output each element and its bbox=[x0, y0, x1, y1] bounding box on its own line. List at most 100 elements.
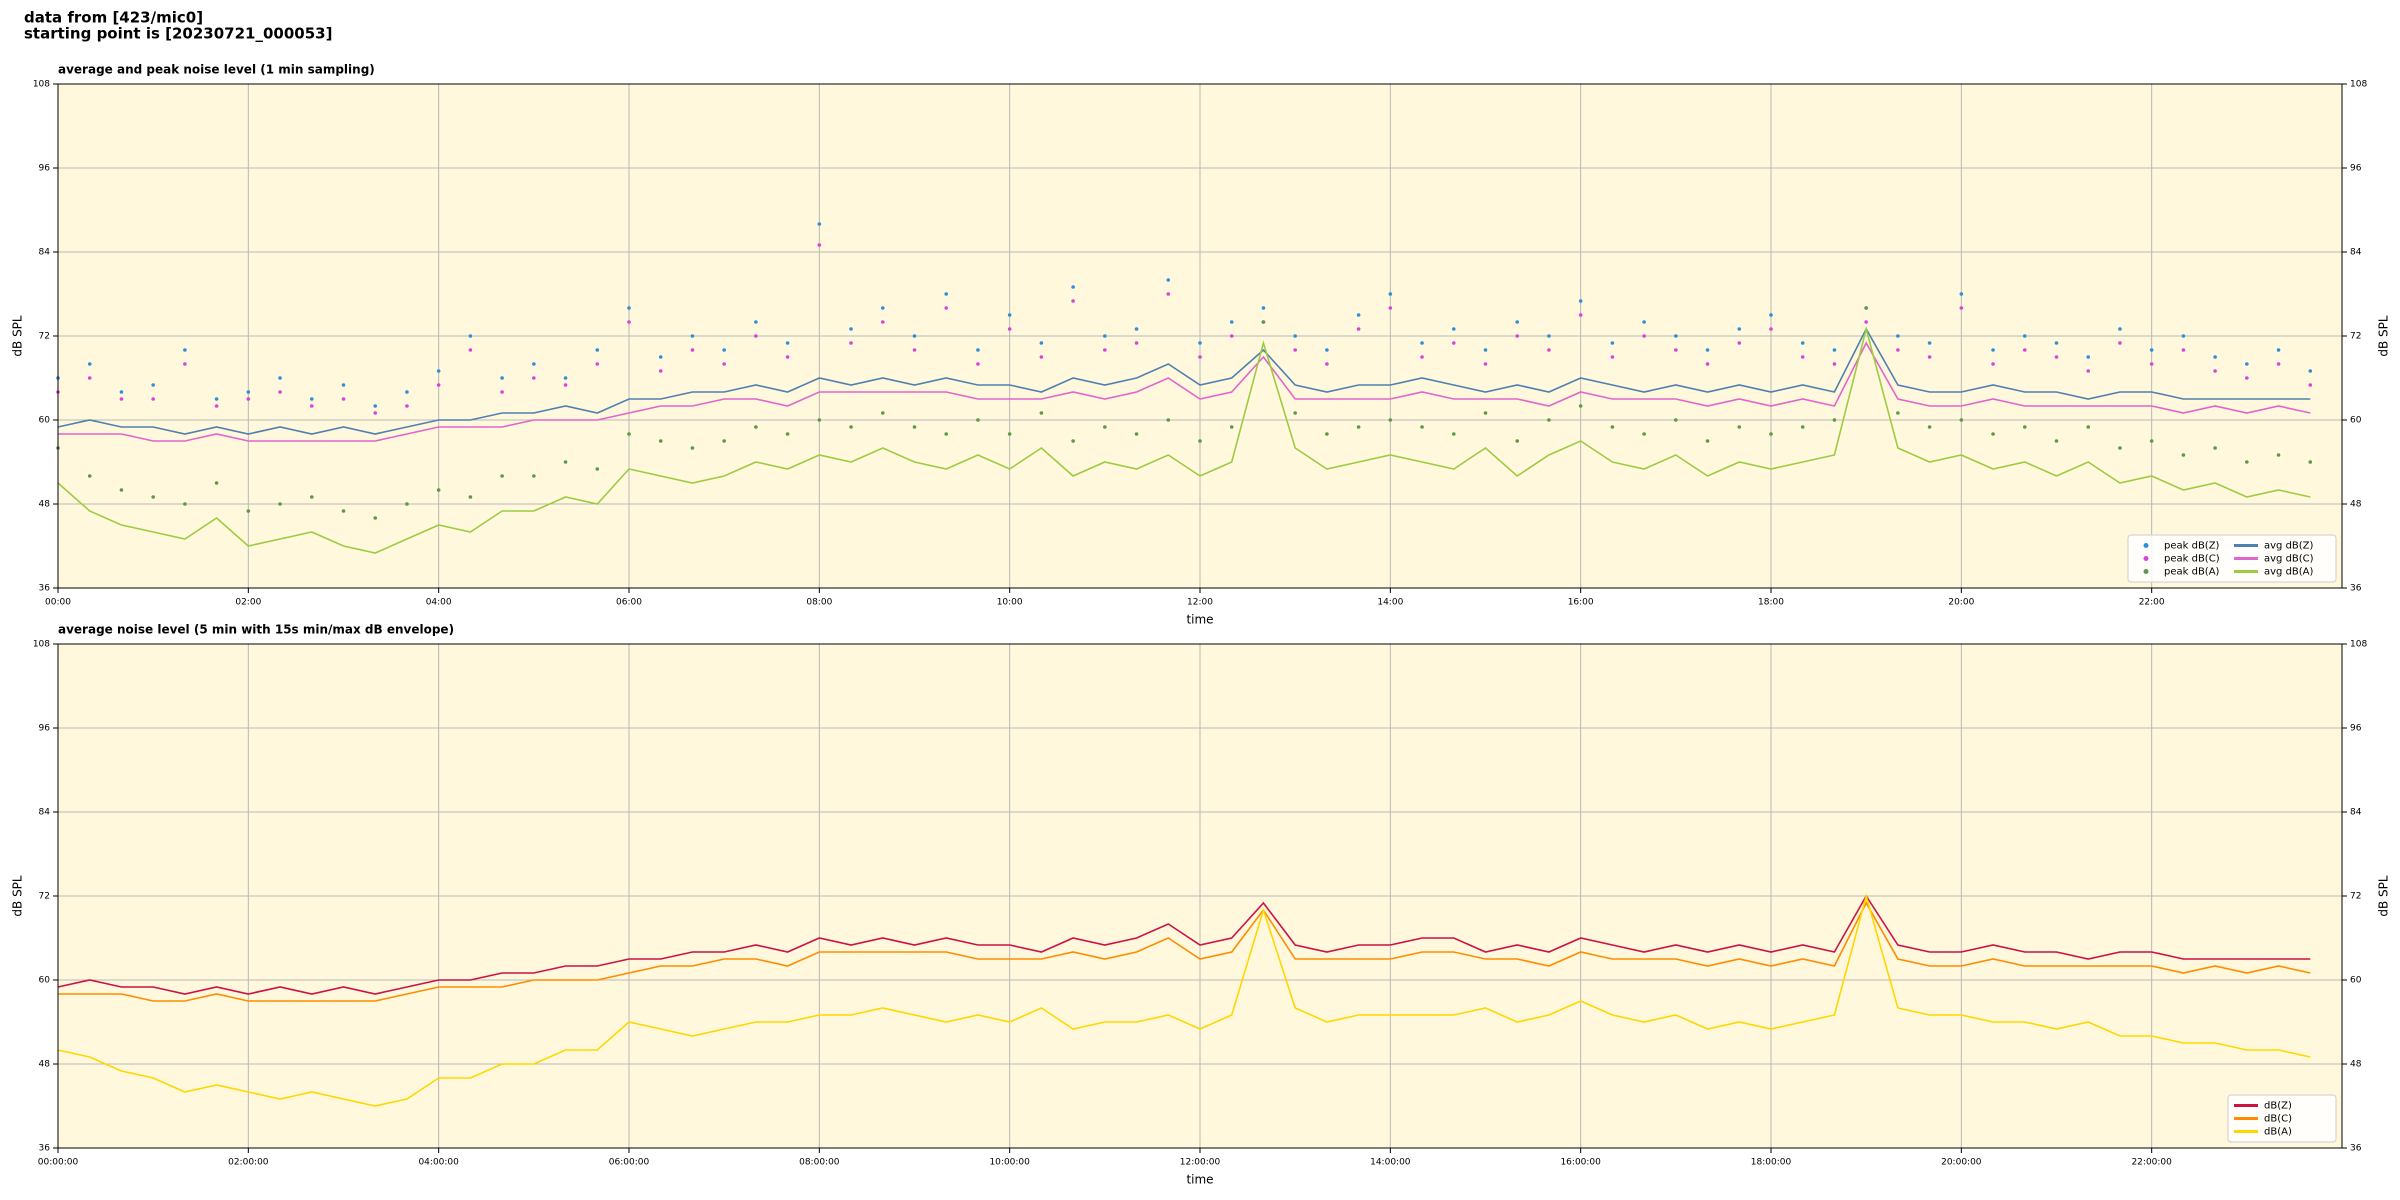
peak-point bbox=[880, 411, 885, 415]
peak-point bbox=[2118, 327, 2122, 331]
peak-point bbox=[183, 362, 187, 366]
peak-point bbox=[2022, 334, 2027, 338]
series-line bbox=[57, 327, 2311, 435]
peak-point bbox=[976, 362, 980, 366]
peak-point bbox=[1293, 348, 1297, 352]
peak-point bbox=[1388, 418, 1393, 422]
peak-point bbox=[2213, 369, 2217, 373]
peak-point bbox=[2276, 453, 2281, 457]
y-tick-label: 48 bbox=[39, 500, 51, 510]
y2-tick-label: 36 bbox=[2350, 584, 2362, 594]
y2-axis-label: dB SPL bbox=[2377, 315, 2391, 357]
peak-point bbox=[2118, 446, 2122, 450]
peak-point bbox=[2149, 439, 2154, 443]
peak-point bbox=[373, 411, 378, 415]
peak-point bbox=[1420, 341, 1424, 345]
peak-point bbox=[944, 306, 949, 310]
peak-point bbox=[1705, 439, 1710, 443]
peak-point bbox=[1959, 418, 1964, 422]
peak-point bbox=[278, 390, 282, 394]
peak-point bbox=[658, 355, 663, 359]
peak-point bbox=[246, 509, 251, 513]
peak-point bbox=[405, 404, 409, 408]
peak-point bbox=[1959, 292, 1964, 296]
peak-point bbox=[2213, 446, 2217, 450]
peak-point bbox=[87, 474, 92, 478]
x-tick-label: 16:00 bbox=[1568, 598, 1594, 608]
peak-point bbox=[309, 495, 314, 499]
peak-point bbox=[1769, 327, 1773, 331]
x-tick-label: 16:00:00 bbox=[1560, 1158, 1601, 1168]
peak-point bbox=[1674, 348, 1678, 352]
peak-point bbox=[500, 390, 504, 394]
peak-point bbox=[1293, 411, 1297, 415]
peak-point bbox=[2181, 348, 2186, 352]
peak-point bbox=[1515, 334, 1520, 338]
peak-point bbox=[1515, 439, 1520, 443]
peak-point bbox=[722, 439, 726, 443]
peak-point bbox=[1229, 425, 1234, 429]
peak-point bbox=[2181, 453, 2186, 457]
y2-tick-label: 48 bbox=[2350, 500, 2362, 510]
x-tick-label: 04:00 bbox=[426, 598, 452, 608]
y-tick-label: 36 bbox=[39, 584, 51, 594]
peak-point bbox=[468, 348, 473, 352]
peak-point bbox=[2245, 376, 2249, 380]
y2-tick-label: 108 bbox=[2350, 80, 2367, 90]
peak-point bbox=[214, 481, 219, 485]
peak-point bbox=[1737, 341, 1742, 345]
y-tick-label: 60 bbox=[39, 416, 51, 426]
x-tick-label: 18:00 bbox=[1758, 598, 1784, 608]
x-tick-label: 12:00:00 bbox=[1180, 1158, 1221, 1168]
y2-tick-label: 36 bbox=[2350, 1144, 2362, 1154]
peak-point bbox=[1166, 278, 1171, 282]
x-tick-label: 20:00:00 bbox=[1941, 1158, 1982, 1168]
legend-label: peak dB(C) bbox=[2164, 554, 2220, 565]
peak-point bbox=[309, 404, 314, 408]
peak-point bbox=[1927, 341, 1932, 345]
peak-point bbox=[2118, 341, 2122, 345]
peak-point bbox=[880, 320, 885, 324]
peak-point bbox=[1927, 425, 1932, 429]
peak-point bbox=[1325, 432, 1329, 436]
peak-point bbox=[912, 334, 917, 338]
peak-point bbox=[1483, 362, 1488, 366]
peak-point bbox=[1991, 362, 1995, 366]
peak-point bbox=[2245, 460, 2249, 464]
peak-point bbox=[1991, 348, 1995, 352]
peak-point bbox=[595, 348, 600, 352]
peak-point bbox=[341, 509, 346, 513]
peak-point bbox=[1705, 362, 1710, 366]
peak-point bbox=[119, 397, 124, 401]
peak-point bbox=[754, 334, 758, 338]
peak-point bbox=[500, 376, 504, 380]
legend-label: dB(Z) bbox=[2264, 1101, 2292, 1112]
peak-point bbox=[1991, 432, 1995, 436]
x-tick-label: 00:00:00 bbox=[38, 1158, 79, 1168]
peak-point bbox=[1642, 432, 1646, 436]
peak-point bbox=[1896, 348, 1900, 352]
peak-point bbox=[1007, 327, 1012, 331]
peak-point bbox=[278, 376, 282, 380]
series-line bbox=[57, 892, 2311, 1107]
peak-point bbox=[468, 334, 473, 338]
peak-point bbox=[1515, 320, 1520, 324]
peak-point bbox=[1039, 411, 1044, 415]
peak-point bbox=[436, 488, 441, 492]
y2-tick-label: 84 bbox=[2350, 248, 2362, 258]
peak-point bbox=[563, 383, 568, 387]
peak-point bbox=[2149, 362, 2154, 366]
x-axis-label: time bbox=[1186, 613, 1213, 627]
y2-tick-label: 84 bbox=[2350, 808, 2362, 818]
x-tick-label: 08:00 bbox=[806, 598, 832, 608]
y-tick-label: 84 bbox=[39, 248, 51, 258]
peak-point bbox=[1642, 334, 1646, 338]
y-tick-label: 96 bbox=[39, 724, 51, 734]
peak-point bbox=[1071, 439, 1075, 443]
y2-axis-label: dB SPL bbox=[2377, 875, 2391, 917]
peak-point bbox=[1166, 292, 1171, 296]
y-axis-label: dB SPL bbox=[11, 315, 25, 357]
peak-point bbox=[912, 425, 917, 429]
peak-point bbox=[785, 341, 790, 345]
peak-point bbox=[151, 397, 155, 401]
